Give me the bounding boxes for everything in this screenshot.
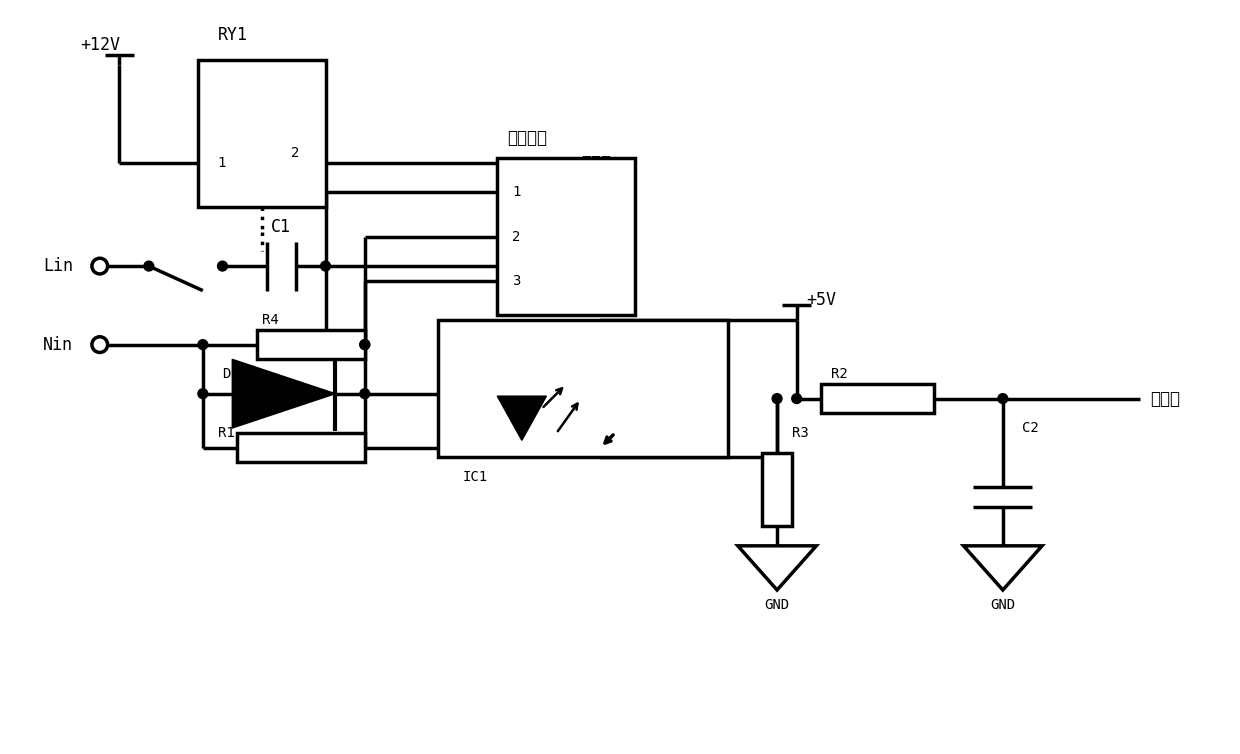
- Text: 控制器: 控制器: [580, 154, 611, 172]
- Polygon shape: [497, 396, 547, 440]
- Text: R3: R3: [792, 426, 808, 440]
- Bar: [237, 433, 365, 462]
- Text: GND: GND: [991, 598, 1016, 611]
- Bar: [821, 384, 934, 413]
- Circle shape: [198, 389, 208, 399]
- Text: Nin: Nin: [43, 336, 73, 354]
- Bar: [198, 60, 326, 207]
- Text: RY1: RY1: [217, 26, 248, 44]
- Text: Lin: Lin: [43, 257, 73, 275]
- Text: +12V: +12V: [81, 36, 120, 54]
- Circle shape: [360, 340, 370, 350]
- Circle shape: [998, 394, 1008, 403]
- Text: C1: C1: [272, 218, 291, 236]
- Circle shape: [217, 261, 227, 271]
- Polygon shape: [963, 546, 1042, 590]
- Text: D1: D1: [222, 367, 239, 381]
- Bar: [763, 452, 792, 526]
- Text: 2: 2: [291, 146, 300, 160]
- Polygon shape: [738, 546, 816, 590]
- Circle shape: [792, 394, 801, 403]
- Text: 3: 3: [512, 274, 521, 288]
- Circle shape: [360, 389, 370, 399]
- Text: 1: 1: [217, 156, 226, 170]
- Circle shape: [360, 340, 370, 350]
- Text: 2: 2: [512, 230, 521, 244]
- Bar: [257, 330, 365, 360]
- Text: 1: 1: [512, 185, 521, 200]
- Text: R4: R4: [262, 313, 279, 327]
- Text: R2: R2: [831, 367, 848, 381]
- Circle shape: [773, 394, 782, 403]
- Text: +5V: +5V: [806, 292, 837, 309]
- Text: 控制器: 控制器: [1149, 390, 1180, 408]
- Text: 交流风机: 交流风机: [507, 130, 547, 148]
- Circle shape: [321, 261, 330, 271]
- Text: GND: GND: [765, 598, 790, 611]
- Circle shape: [144, 261, 154, 271]
- Circle shape: [198, 340, 208, 350]
- Polygon shape: [232, 360, 335, 428]
- Text: IC1: IC1: [463, 470, 489, 484]
- Bar: [497, 158, 635, 315]
- Bar: [439, 320, 728, 458]
- Text: R1: R1: [217, 426, 234, 440]
- Text: C2: C2: [1023, 421, 1039, 435]
